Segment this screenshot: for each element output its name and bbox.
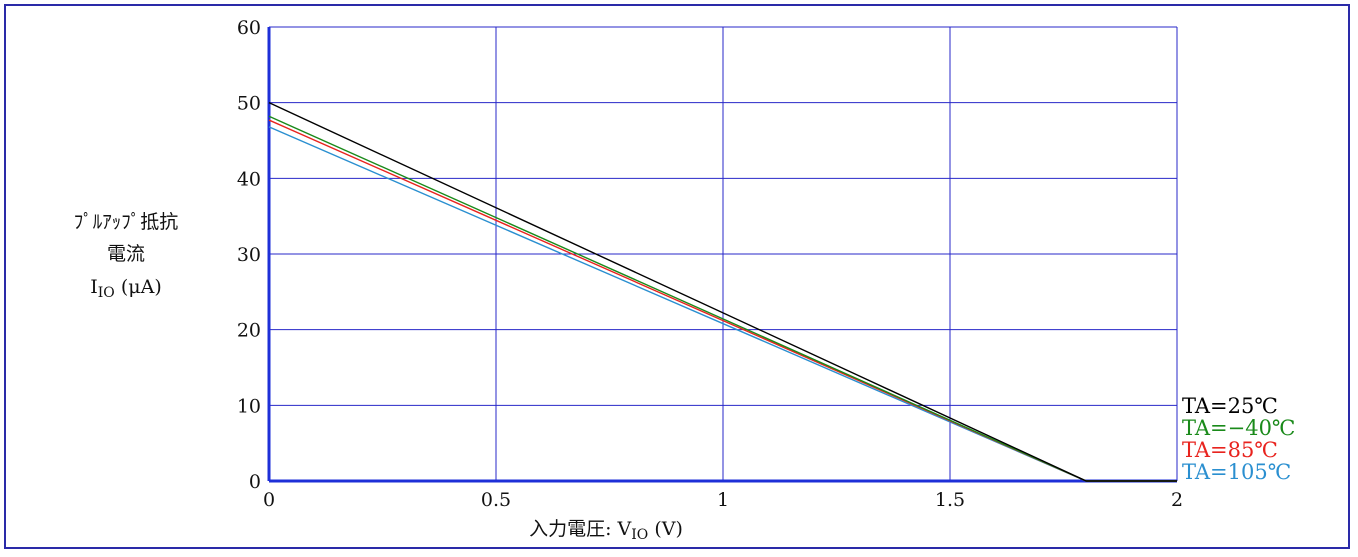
y-axis-title-unit: (μA) [115,276,162,298]
y-axis-title-sub: IO [98,285,115,301]
x-tick-label-2: 1 [717,489,729,511]
y-tick-label-2: 20 [237,320,261,342]
y-axis-title: ﾌﾟﾙｱｯﾌﾟ抵抗 電流 IIO (μA) [74,211,179,301]
y-tick-label-4: 40 [237,168,261,190]
x-axis-title-main: 入力電圧: V [529,518,631,540]
y-tick-label-1: 10 [237,395,261,417]
legend-entry-3: TA=105℃ [1182,460,1291,484]
y-tick-labels: 0 10 20 30 40 50 60 [237,17,261,493]
y-tick-label-0: 0 [249,471,261,493]
x-tick-label-0: 0 [263,489,275,511]
legend-entry-1: TA=−40℃ [1182,416,1295,440]
legend-entry-0: TA=25℃ [1182,394,1278,418]
x-axis-title-unit: (V) [648,518,683,540]
y-axis-title-line3: IIO (μA) [90,276,161,301]
y-tick-label-5: 50 [237,93,261,115]
x-tick-label-3: 1.5 [935,489,965,511]
x-tick-label-1: 0.5 [481,489,511,511]
y-axis-title-line1: ﾌﾟﾙｱｯﾌﾟ抵抗 [74,211,179,233]
legend-entry-2: TA=85℃ [1182,438,1278,462]
y-tick-label-3: 30 [237,244,261,266]
y-axis-title-main: I [90,276,98,298]
series-lines [268,102,1177,482]
legend: TA=25℃TA=−40℃TA=85℃TA=105℃ [1182,394,1295,484]
series-line-0 [268,102,1177,482]
x-tick-labels: 0 0.5 1 1.5 2 [263,489,1183,511]
grid-lines [268,26,1178,482]
x-axis-title: 入力電圧: VIO (V) [529,518,683,543]
y-tick-label-6: 60 [237,17,261,39]
chart-frame: 0 0.5 1 1.5 2 0 10 20 30 40 50 60 入力電圧: VIO (V) ﾌﾟ… [4,4,1350,549]
x-axis-title-sub: IO [631,527,648,543]
y-axis-title-line2: 電流 [107,243,145,265]
x-tick-label-4: 2 [1171,489,1183,511]
